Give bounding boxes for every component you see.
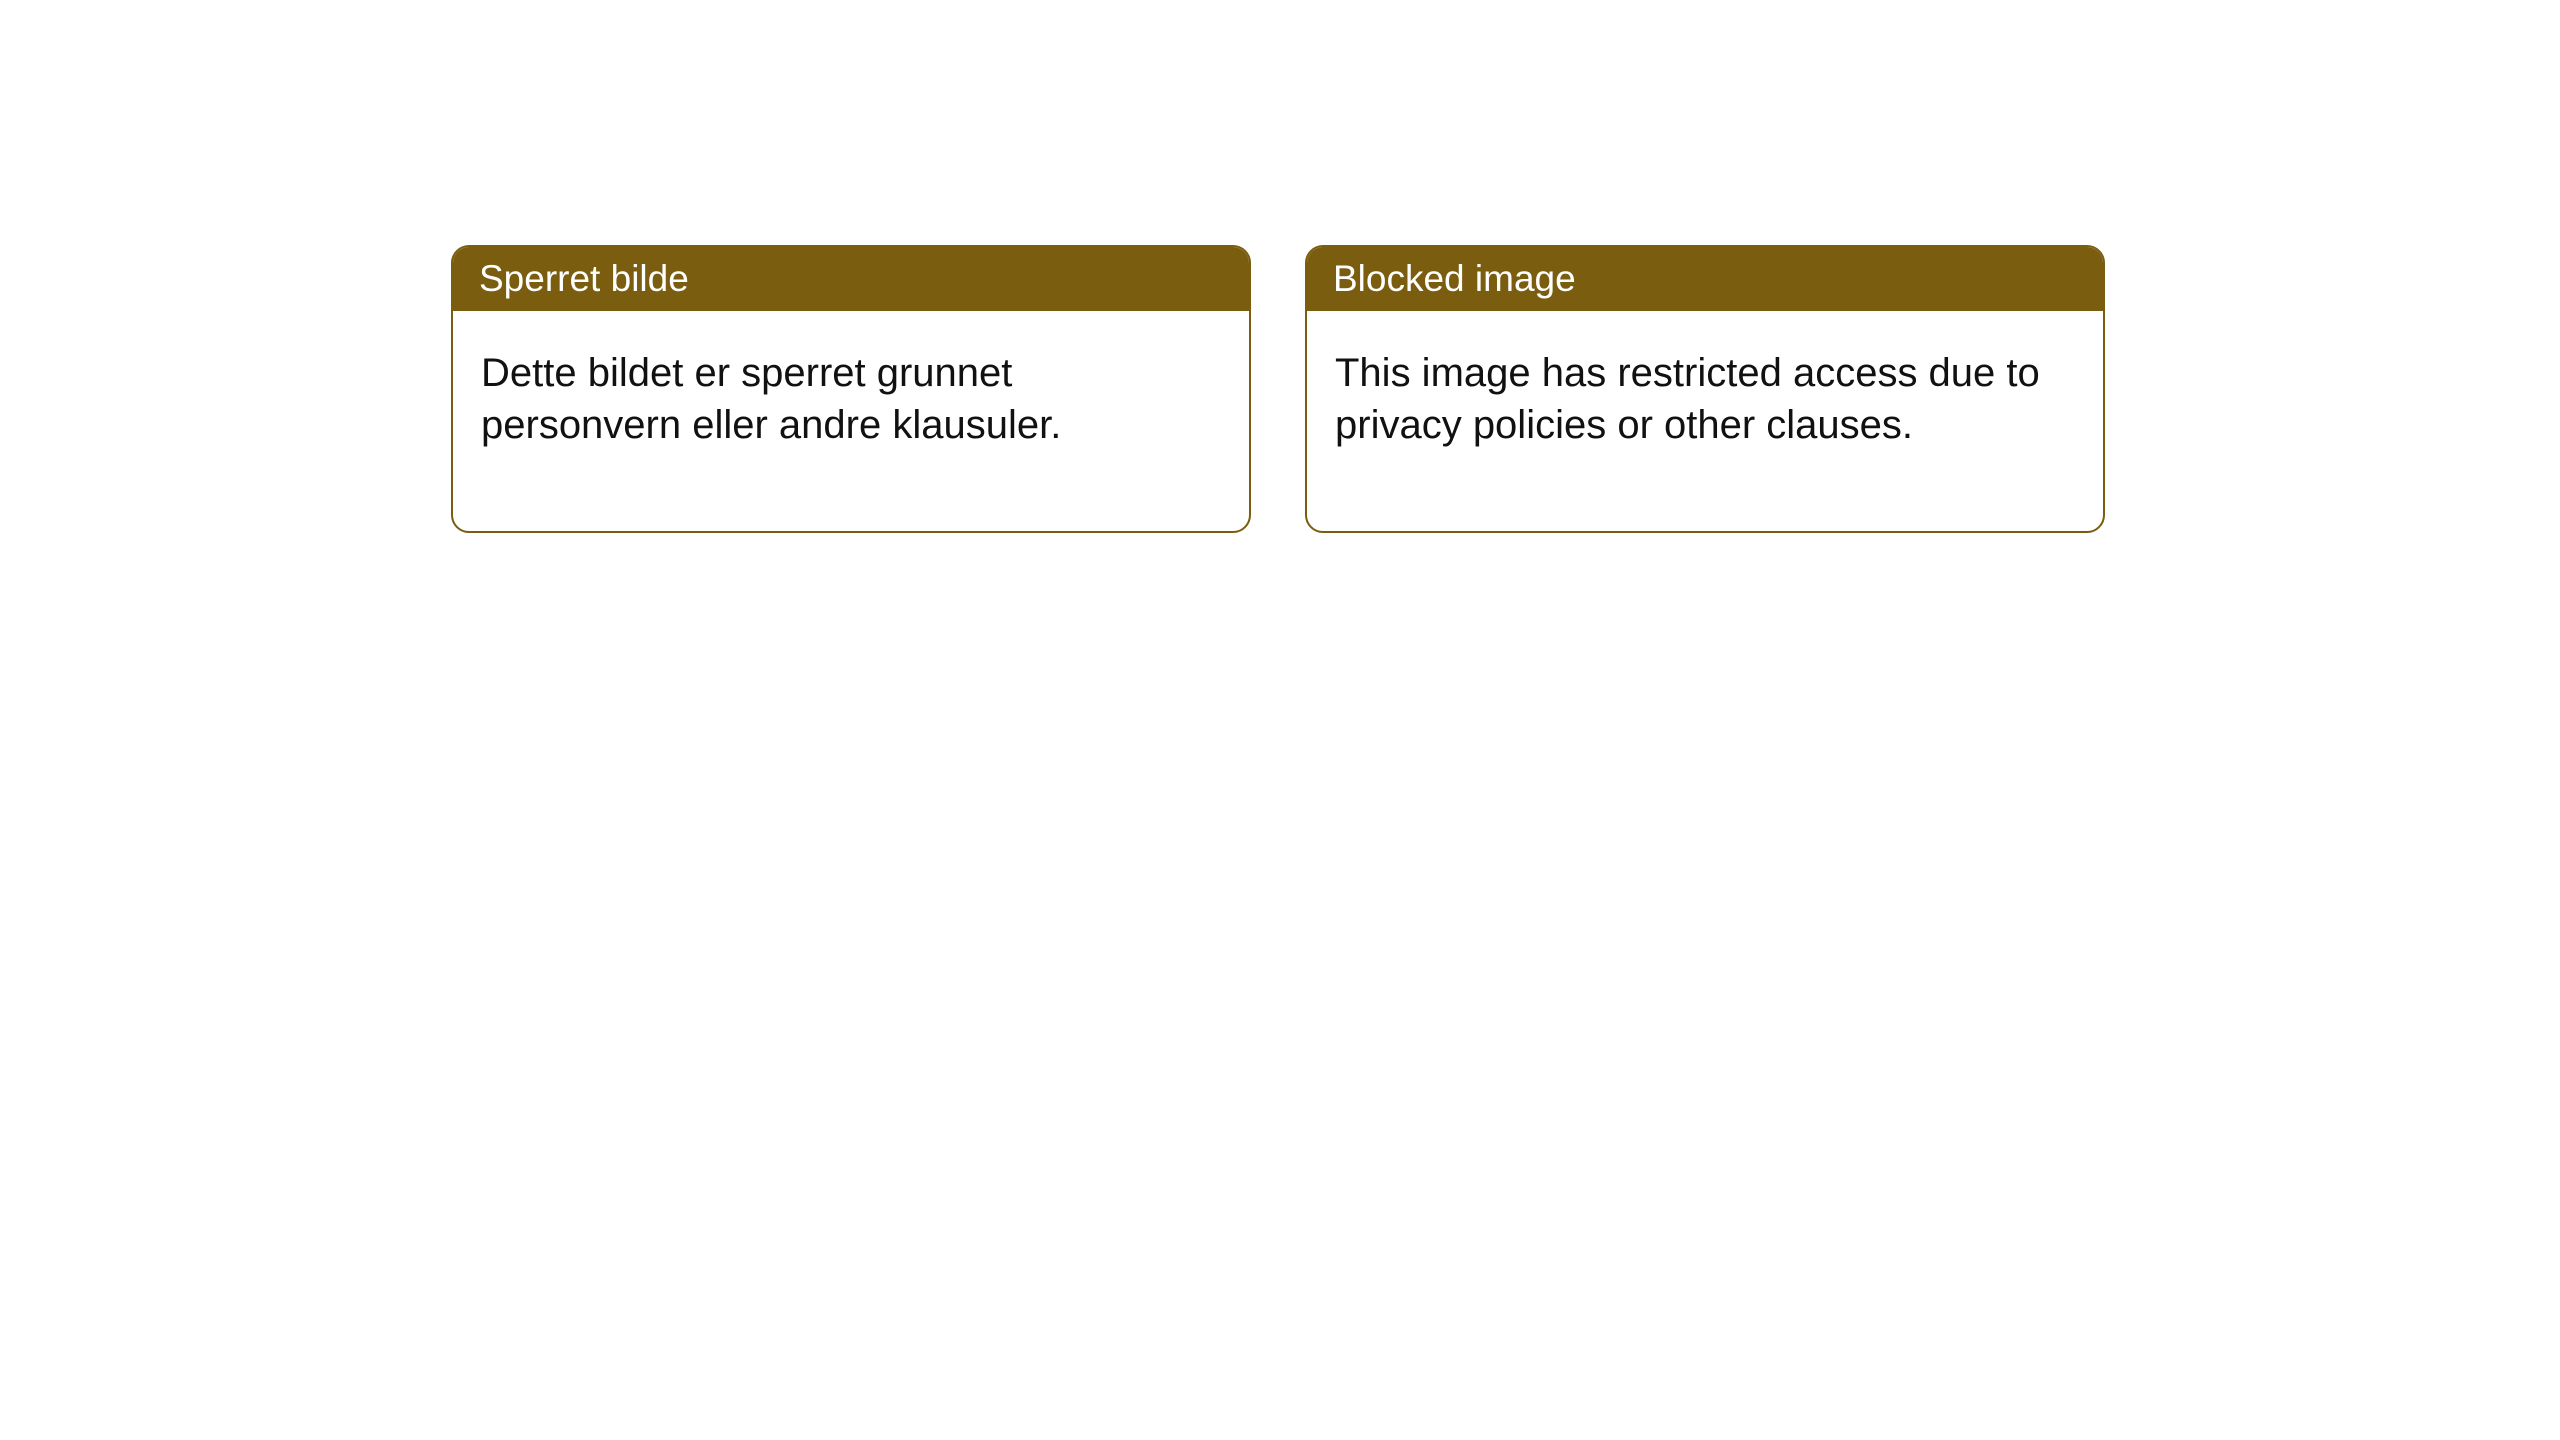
notices-container: Sperret bilde Dette bildet er sperret gr…	[0, 0, 2560, 533]
notice-header: Blocked image	[1307, 247, 2103, 311]
notice-body-text: Dette bildet er sperret grunnet personve…	[481, 351, 1061, 447]
notice-body-text: This image has restricted access due to …	[1335, 351, 2040, 447]
notice-card-norwegian: Sperret bilde Dette bildet er sperret gr…	[451, 245, 1251, 533]
notice-card-english: Blocked image This image has restricted …	[1305, 245, 2105, 533]
notice-body: This image has restricted access due to …	[1307, 311, 2103, 531]
notice-header: Sperret bilde	[453, 247, 1249, 311]
notice-title: Sperret bilde	[479, 258, 689, 299]
notice-body: Dette bildet er sperret grunnet personve…	[453, 311, 1249, 531]
notice-title: Blocked image	[1333, 258, 1576, 299]
